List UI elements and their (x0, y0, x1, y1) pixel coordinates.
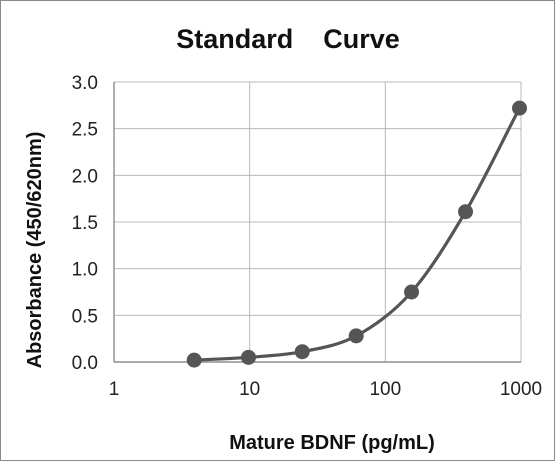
data-point (348, 328, 364, 344)
x-tick-labels: 1 10 100 1000 (109, 379, 542, 400)
x-tick-label: 100 (369, 379, 401, 400)
x-tick-label: 1000 (500, 379, 542, 400)
y-tick-label: 1.0 (72, 260, 98, 281)
chart-title: Standard Curve (176, 24, 400, 54)
data-point (404, 284, 420, 300)
data-point (240, 349, 256, 365)
x-axis-label: Mature BDNF (pg/mL) (229, 432, 435, 454)
y-tick-label: 3.0 (72, 73, 98, 94)
y-tick-label: 2.0 (72, 166, 98, 187)
fit-curve-line (192, 106, 522, 362)
x-tick-label: 10 (239, 379, 260, 400)
data-points (186, 100, 528, 368)
y-tick-label: 0.5 (72, 306, 98, 327)
y-tick-label: 2.5 (72, 120, 98, 141)
y-tick-label: 1.5 (72, 213, 98, 234)
data-point (512, 100, 528, 116)
data-point (186, 352, 202, 368)
x-tick-label: 1 (109, 379, 120, 400)
data-point (458, 204, 474, 220)
data-point (294, 344, 310, 360)
fitted-curve (192, 106, 522, 362)
y-tick-label: 0.0 (72, 353, 98, 374)
axes (113, 82, 521, 363)
y-tick-labels: 0.0 0.5 1.0 1.5 2.0 2.5 3.0 (72, 73, 98, 374)
grid-lines (114, 81, 522, 362)
y-axis-label: Absorbance (450/620nm) (24, 132, 46, 369)
